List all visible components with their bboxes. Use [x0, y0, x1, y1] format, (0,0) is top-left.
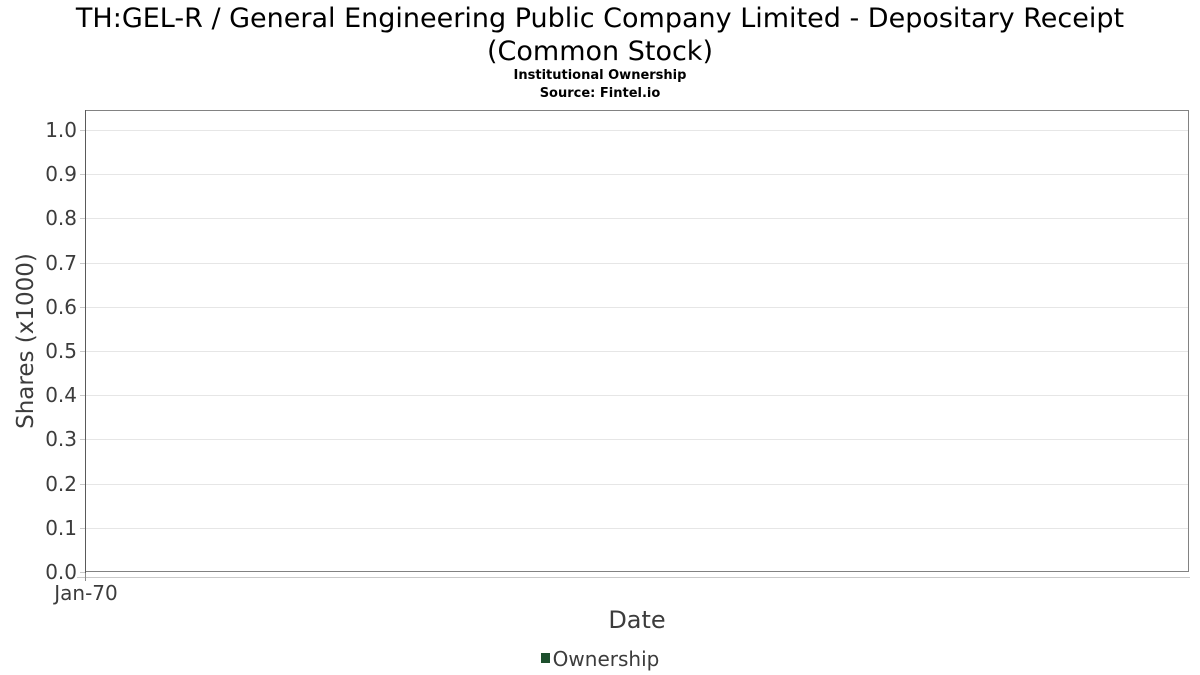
- y-axis-line: [85, 110, 86, 578]
- y-tick: [80, 174, 85, 175]
- y-tick: [80, 572, 85, 573]
- y-tick-label: 0.4: [45, 383, 77, 407]
- gridline: [86, 218, 1188, 219]
- legend-marker-icon: [540, 653, 550, 663]
- gridline: [86, 351, 1188, 352]
- y-tick: [80, 528, 85, 529]
- gridline: [86, 484, 1188, 485]
- plot-area: [85, 110, 1189, 572]
- y-tick-label: 0.9: [45, 162, 77, 186]
- legend-label: Ownership: [552, 647, 660, 671]
- y-tick: [80, 351, 85, 352]
- chart-title: TH:GEL-R / General Engineering Public Co…: [0, 2, 1200, 68]
- chart-title-line2: (Common Stock): [487, 36, 713, 67]
- x-tick: [85, 573, 86, 581]
- y-tick-label: 0.3: [45, 427, 77, 451]
- y-tick-label: 1.0: [45, 118, 77, 142]
- legend: Ownership: [0, 647, 1200, 671]
- chart-subtitle: Institutional Ownership: [513, 68, 687, 83]
- x-axis-line: [77, 577, 1190, 578]
- y-tick-label: 0.1: [45, 516, 77, 540]
- chart-title-line1: TH:GEL-R / General Engineering Public Co…: [75, 3, 1125, 34]
- y-tick-label: 0.5: [45, 339, 77, 363]
- y-tick: [80, 395, 85, 396]
- gridline: [86, 395, 1188, 396]
- y-tick: [80, 307, 85, 308]
- y-tick: [80, 484, 85, 485]
- legend-item-ownership[interactable]: Ownership: [540, 647, 660, 671]
- y-tick: [80, 439, 85, 440]
- y-tick-label: 0.8: [45, 206, 77, 230]
- gridline: [86, 528, 1188, 529]
- gridline: [86, 174, 1188, 175]
- y-tick: [80, 263, 85, 264]
- x-axis-title: Date: [608, 606, 666, 634]
- y-tick-label: 0.2: [45, 472, 77, 496]
- y-tick-label: 0.6: [45, 295, 77, 319]
- gridline: [86, 263, 1188, 264]
- gridline: [86, 130, 1188, 131]
- gridline: [86, 439, 1188, 440]
- x-tick-label: Jan-70: [54, 581, 118, 605]
- y-tick-label: 0.7: [45, 251, 77, 275]
- y-tick-label: 0.0: [45, 560, 77, 584]
- y-tick: [80, 218, 85, 219]
- y-tick: [80, 130, 85, 131]
- gridline: [86, 307, 1188, 308]
- chart-source: Source: Fintel.io: [539, 86, 661, 101]
